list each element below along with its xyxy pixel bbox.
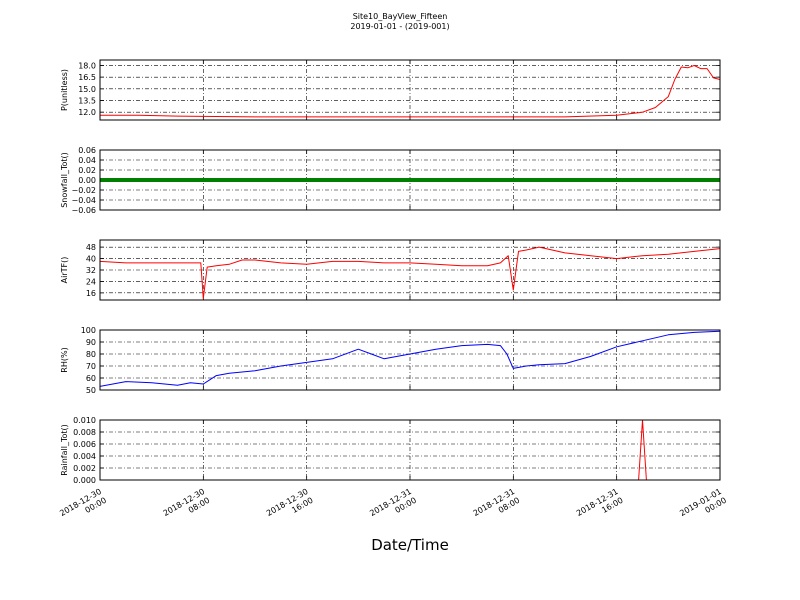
chart-subtitle: 2019-01-01 - (2019-001) [350, 22, 449, 31]
axes-frame [99, 59, 721, 121]
axes-frame [99, 149, 721, 211]
panel-1: 12.0 13.5 15.0 16.5 18.0 P(unitless) [60, 59, 721, 121]
series-line [100, 65, 721, 118]
x-tick-label: 2018-12-3000:00 [58, 487, 108, 527]
x-tick-label: 2018-12-3016:00 [265, 487, 315, 527]
panel-2: −0.06−0.04−0.020.000.020.040.06 Snowfall_… [60, 146, 721, 215]
y-tick-label: 60 [86, 374, 96, 383]
x-tick-label: 2018-12-3116:00 [575, 487, 625, 527]
axes-frame [99, 419, 721, 481]
chart-title: Site10_BayView_Fifteen [353, 12, 448, 21]
y-tick-label: 0.002 [73, 464, 96, 473]
y-tick-label: 0.000 [73, 476, 96, 485]
x-tick-label: 2018-12-3108:00 [472, 487, 522, 527]
y-tick-label: 0.006 [73, 440, 96, 449]
y-tick-label: 24 [86, 277, 96, 286]
panel-3: 16 24 32 40 48 AirTF() [60, 239, 721, 301]
y-tick-label: 50 [86, 386, 96, 395]
x-tick-label: 2018-12-3100:00 [368, 487, 418, 527]
y-tick-label: 70 [86, 362, 96, 371]
y-tick-label: 0.008 [73, 428, 96, 437]
y-tick-label: 0.04 [78, 156, 96, 165]
y-tick-label: 100 [81, 326, 96, 335]
y-tick-label: −0.06 [71, 206, 96, 215]
y-tick-label: 40 [86, 255, 96, 264]
x-tick-label: 2019-01-0100:00 [678, 487, 728, 527]
y-axis-label: AirTF() [60, 257, 69, 284]
y-tick-label: 90 [86, 338, 96, 347]
y-tick-label: 18.0 [78, 61, 96, 70]
panels: 12.013.515.016.518.0P(unitless)−0.06−0.0… [60, 59, 721, 485]
y-tick-label: 0.010 [73, 416, 96, 425]
axes-frame [99, 239, 721, 301]
series-line [99, 330, 721, 387]
y-axis-label: P(unitless) [60, 69, 69, 111]
panel-5: 0.000 0.002 0.004 0.006 0.008 0.010 Rainfall_T… [60, 416, 721, 485]
y-tick-label: 16.5 [78, 73, 96, 82]
y-axis-label: RH(%) [60, 347, 69, 372]
y-tick-label: 0.06 [78, 146, 96, 155]
y-tick-label: 15.0 [78, 85, 96, 94]
y-tick-label: 16 [86, 289, 96, 298]
y-tick-label: 0.02 [78, 166, 96, 175]
series-line [99, 246, 721, 300]
y-tick-label: 0.00 [78, 176, 96, 185]
panel-4: 50 60 70 80 90 100 RH(%) [60, 326, 721, 395]
y-tick-label: 13.5 [78, 97, 96, 106]
y-tick-label: −0.04 [71, 196, 96, 205]
y-tick-label: 0.004 [73, 452, 96, 461]
axes-frame [99, 329, 721, 391]
y-axis-label: Rainfall_Tot() [60, 424, 69, 476]
y-axis-label: Snowfall_Tot() [60, 152, 69, 208]
y-tick-label: 32 [86, 266, 96, 275]
x-axis-label: Date/Time [371, 536, 449, 554]
x-tick-labels: 2018-12-3000:00 2018-12-3008:00 2018-12-30… [58, 487, 728, 527]
y-tick-label: 12.0 [78, 108, 96, 117]
y-tick-label: −0.02 [71, 186, 96, 195]
y-tick-label: 48 [86, 243, 96, 252]
x-tick-label: 2018-12-3008:00 [162, 487, 212, 527]
y-tick-label: 80 [86, 350, 96, 359]
